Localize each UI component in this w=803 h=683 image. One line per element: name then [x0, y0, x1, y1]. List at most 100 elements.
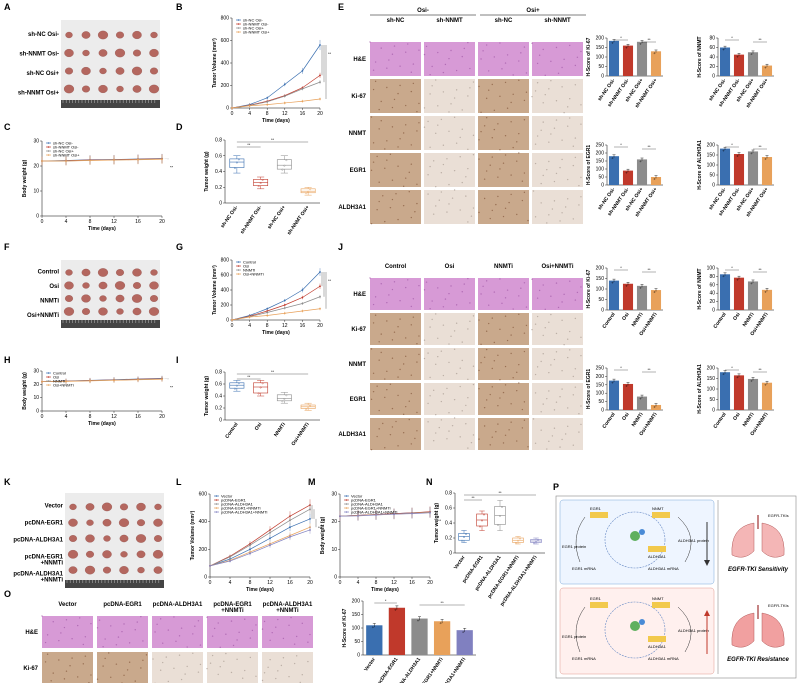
category-label: pcDNA-ALDH3A1+NNMTi: [499, 554, 539, 607]
cell-nucleus: [489, 393, 491, 396]
y-tick-label: 0: [712, 183, 715, 189]
y-tick-label: 50: [598, 64, 604, 70]
cell-nucleus: [410, 443, 413, 445]
x-tick-label: 20: [317, 323, 323, 329]
cell-nucleus: [269, 639, 271, 642]
tumor-photo-K-label: pcDNA-ALDH3A1: [13, 538, 63, 544]
cell-nucleus: [389, 206, 392, 209]
tumor-sample: [82, 49, 90, 57]
cell-nucleus: [416, 202, 418, 205]
cell-nucleus: [427, 120, 429, 123]
cell-nucleus: [485, 348, 488, 351]
cell-nucleus: [491, 137, 493, 139]
cell-nucleus: [450, 285, 452, 287]
cell-nucleus: [504, 81, 507, 84]
cell-nucleus: [523, 191, 526, 194]
bar-point: [653, 52, 656, 55]
cell-nucleus: [550, 313, 552, 316]
cell-nucleus: [429, 93, 431, 95]
cell-nucleus: [378, 108, 380, 111]
panel-letter-H: H: [4, 355, 11, 365]
x-tick-label: 8: [89, 414, 92, 420]
cell-nucleus: [525, 306, 528, 308]
cell-nucleus: [402, 413, 405, 416]
cell-nucleus: [574, 156, 577, 159]
cell-nucleus: [79, 617, 81, 619]
x-tick-label: 8: [266, 323, 269, 329]
bar-point: [750, 152, 753, 155]
cell-nucleus: [559, 446, 561, 448]
cell-nucleus: [469, 320, 471, 323]
x-tick-label: 8: [249, 580, 252, 586]
cell-nucleus: [523, 419, 526, 421]
resistance-right-lung: [761, 612, 785, 648]
legend-entry: Osi+NNMTi: [243, 271, 264, 276]
cell-nucleus: [236, 639, 238, 641]
cell-nucleus: [384, 447, 386, 449]
cell-nucleus: [301, 674, 303, 676]
cell-nucleus: [167, 680, 170, 683]
cell-nucleus: [488, 304, 490, 306]
y-axis-title: Tumor Volume (mm³): [212, 265, 218, 315]
cell-nucleus: [90, 622, 92, 625]
bar-point: [611, 381, 614, 384]
cell-nucleus: [576, 56, 579, 58]
tumor-sample: [132, 307, 142, 316]
sig-mark: **: [328, 278, 332, 283]
box-2: [276, 394, 292, 402]
cell-nucleus: [563, 343, 565, 346]
legend-marker: [47, 372, 50, 374]
cell-nucleus: [418, 284, 420, 287]
cell-nucleus: [408, 191, 410, 193]
cell-nucleus: [271, 631, 273, 634]
y-axis-title: H-Score of ALDH3A1: [697, 140, 703, 190]
legend-entry: Vector: [351, 493, 363, 498]
cell-nucleus: [393, 281, 396, 283]
tumor-sample: [114, 48, 126, 58]
cell-nucleus: [453, 417, 456, 419]
y-tick-label: 100: [596, 167, 605, 173]
cell-nucleus: [502, 162, 505, 164]
cell-nucleus: [142, 659, 144, 662]
legend-marker: [47, 146, 50, 148]
cell-nucleus: [293, 662, 296, 665]
cell-nucleus: [378, 428, 380, 430]
cell-nucleus: [435, 185, 437, 188]
cell-nucleus: [448, 430, 450, 432]
ihc-tile: [532, 42, 583, 76]
bar-2: [636, 285, 648, 310]
ihc-tile: [370, 116, 421, 150]
bar-2: [636, 396, 648, 410]
tumor-sample: [65, 67, 74, 75]
data-point: [301, 87, 304, 90]
cell-nucleus: [485, 117, 488, 119]
cell-nucleus: [77, 676, 79, 678]
cell-nucleus: [478, 139, 480, 141]
tumor-sample: [148, 307, 160, 316]
sig-mark: **: [271, 137, 275, 142]
cell-nucleus: [470, 215, 473, 217]
cell-nucleus: [435, 205, 437, 207]
cell-nucleus: [437, 124, 439, 126]
y-tick-label: 0.8: [445, 491, 452, 497]
data-point: [248, 316, 251, 318]
cell-nucleus: [115, 663, 118, 665]
cell-nucleus: [225, 652, 227, 655]
cell-nucleus: [128, 642, 131, 644]
cell-nucleus: [423, 339, 426, 341]
cell-nucleus: [448, 292, 450, 295]
cell-nucleus: [569, 117, 571, 119]
cell-nucleus: [90, 674, 92, 676]
cell-nucleus: [391, 288, 394, 291]
cell-nucleus: [510, 101, 512, 104]
y-tick-label: 0: [204, 575, 207, 581]
cell-nucleus: [480, 111, 482, 114]
cell-nucleus: [548, 390, 550, 392]
data-point: [319, 81, 321, 84]
cell-nucleus: [277, 670, 279, 672]
y-axis-title: H-Score of Ki-67: [342, 608, 348, 647]
cell-nucleus: [410, 392, 413, 395]
ihc-tile: [532, 79, 583, 113]
x-tick-label: 16: [409, 580, 415, 586]
cell-nucleus: [463, 283, 465, 285]
